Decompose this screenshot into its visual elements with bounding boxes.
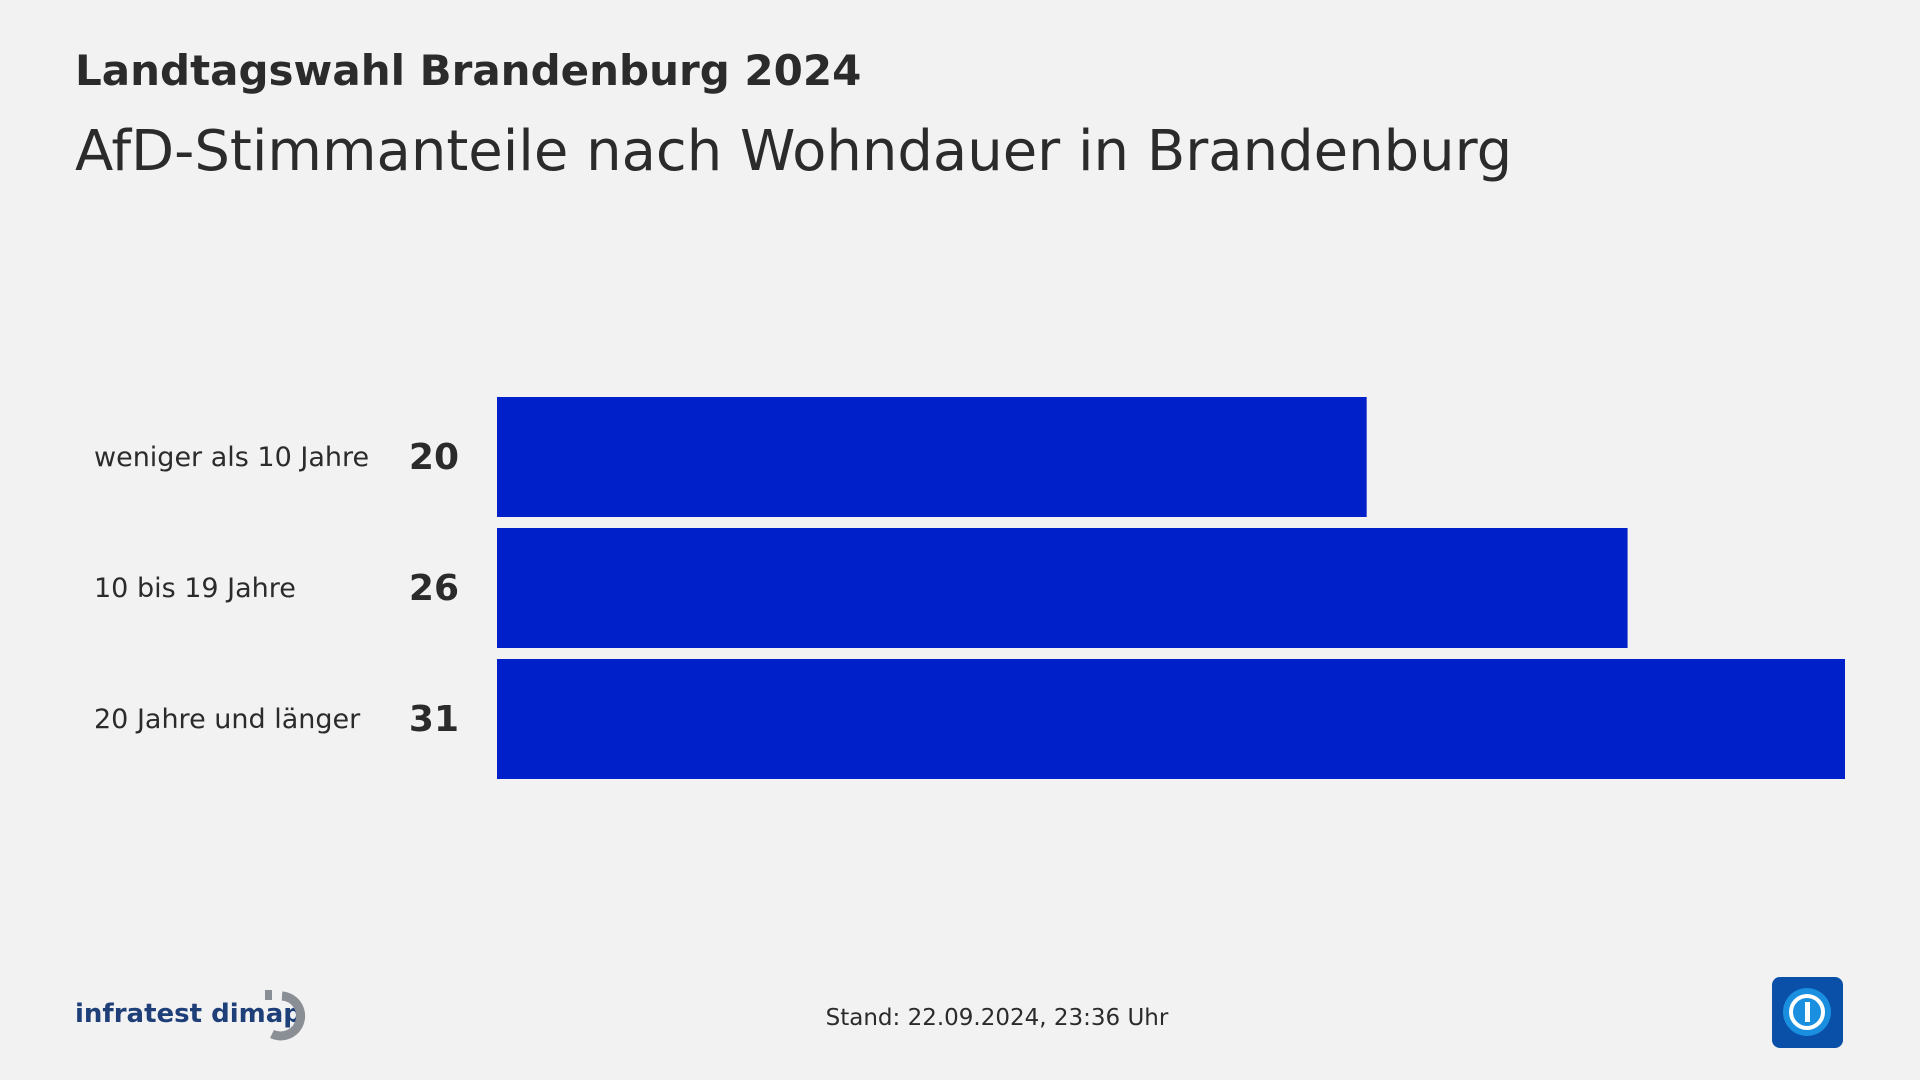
footer-note: Stand: 22.09.2024, 23:36 Uhr bbox=[826, 1005, 1169, 1031]
bar bbox=[497, 397, 1367, 517]
broadcaster-logo bbox=[1772, 977, 1843, 1048]
supertitle: Landtagswahl Brandenburg 2024 bbox=[75, 46, 861, 95]
value-label: 26 bbox=[409, 568, 459, 609]
value-label: 20 bbox=[409, 437, 459, 478]
chart-title: AfD-Stimmanteile nach Wohndauer in Brand… bbox=[75, 119, 1512, 184]
source-logo-icon bbox=[265, 990, 306, 1041]
category-label: weniger als 10 Jahre bbox=[94, 442, 369, 473]
bar bbox=[497, 659, 1845, 779]
bar bbox=[497, 528, 1628, 648]
source-logo-text: infratest dimap bbox=[75, 999, 302, 1029]
category-label: 10 bis 19 Jahre bbox=[94, 573, 296, 604]
category-label: 20 Jahre und länger bbox=[94, 704, 361, 735]
value-label: 31 bbox=[409, 699, 459, 740]
